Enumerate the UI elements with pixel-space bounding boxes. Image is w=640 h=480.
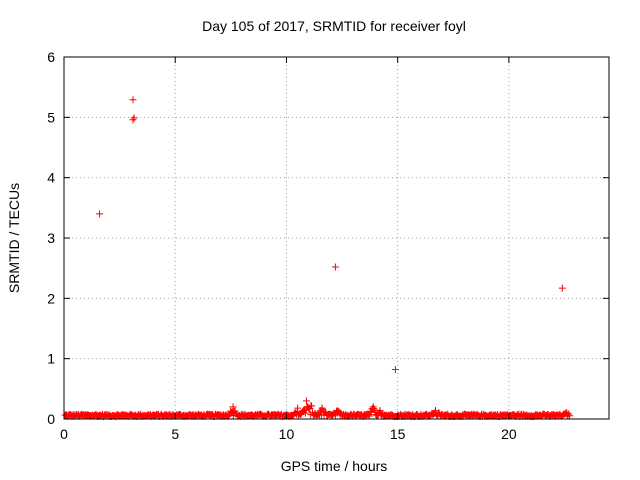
baseline-point bbox=[301, 406, 308, 414]
bump-point bbox=[334, 407, 342, 415]
bump-point bbox=[432, 407, 439, 415]
outlier-point bbox=[331, 263, 339, 271]
x-tick-label: 5 bbox=[171, 426, 179, 442]
bump-point bbox=[229, 403, 237, 411]
x-tick-label: 0 bbox=[60, 426, 68, 442]
outlier-point bbox=[129, 96, 137, 104]
chart-title: Day 105 of 2017, SRMTID for receiver foy… bbox=[202, 18, 466, 34]
y-tick-label: 4 bbox=[47, 170, 55, 186]
baseline-point bbox=[321, 408, 329, 416]
y-tick-label: 0 bbox=[47, 411, 55, 427]
bump-point bbox=[318, 404, 326, 412]
x-tick-label: 15 bbox=[390, 426, 406, 442]
baseline-point bbox=[301, 409, 309, 417]
baseline-point bbox=[370, 405, 378, 413]
outlier-point bbox=[96, 210, 104, 218]
x-tick-label: 10 bbox=[279, 426, 295, 442]
outlier-point bbox=[129, 116, 137, 124]
data-points bbox=[61, 96, 574, 421]
axis-ticks: 0 5 10 15 20 0 1 2 3 4 5 6 bbox=[47, 49, 609, 442]
outlier-point bbox=[558, 284, 566, 292]
x-axis-label: GPS time / hours bbox=[281, 458, 388, 474]
y-tick-label: 5 bbox=[47, 109, 55, 125]
baseline-point bbox=[365, 412, 373, 420]
y-tick-label: 2 bbox=[47, 290, 55, 306]
bump-point bbox=[303, 397, 310, 405]
baseline-point bbox=[367, 408, 375, 416]
outlier-point bbox=[391, 366, 399, 373]
bump-point bbox=[294, 404, 302, 412]
grid-lines bbox=[64, 57, 609, 419]
y-axis-label: SRMTID / TECUs bbox=[6, 183, 22, 293]
outlier-point bbox=[130, 114, 138, 122]
bump-point bbox=[307, 402, 315, 410]
y-tick-label: 6 bbox=[47, 49, 55, 65]
bump-point bbox=[376, 407, 384, 415]
baseline-point bbox=[304, 403, 312, 411]
bump-point bbox=[369, 403, 377, 411]
bump-point bbox=[563, 409, 571, 417]
y-tick-label: 3 bbox=[47, 230, 55, 246]
x-tick-label: 20 bbox=[501, 426, 517, 442]
baseline-point bbox=[297, 411, 305, 418]
y-tick-label: 1 bbox=[47, 351, 55, 367]
